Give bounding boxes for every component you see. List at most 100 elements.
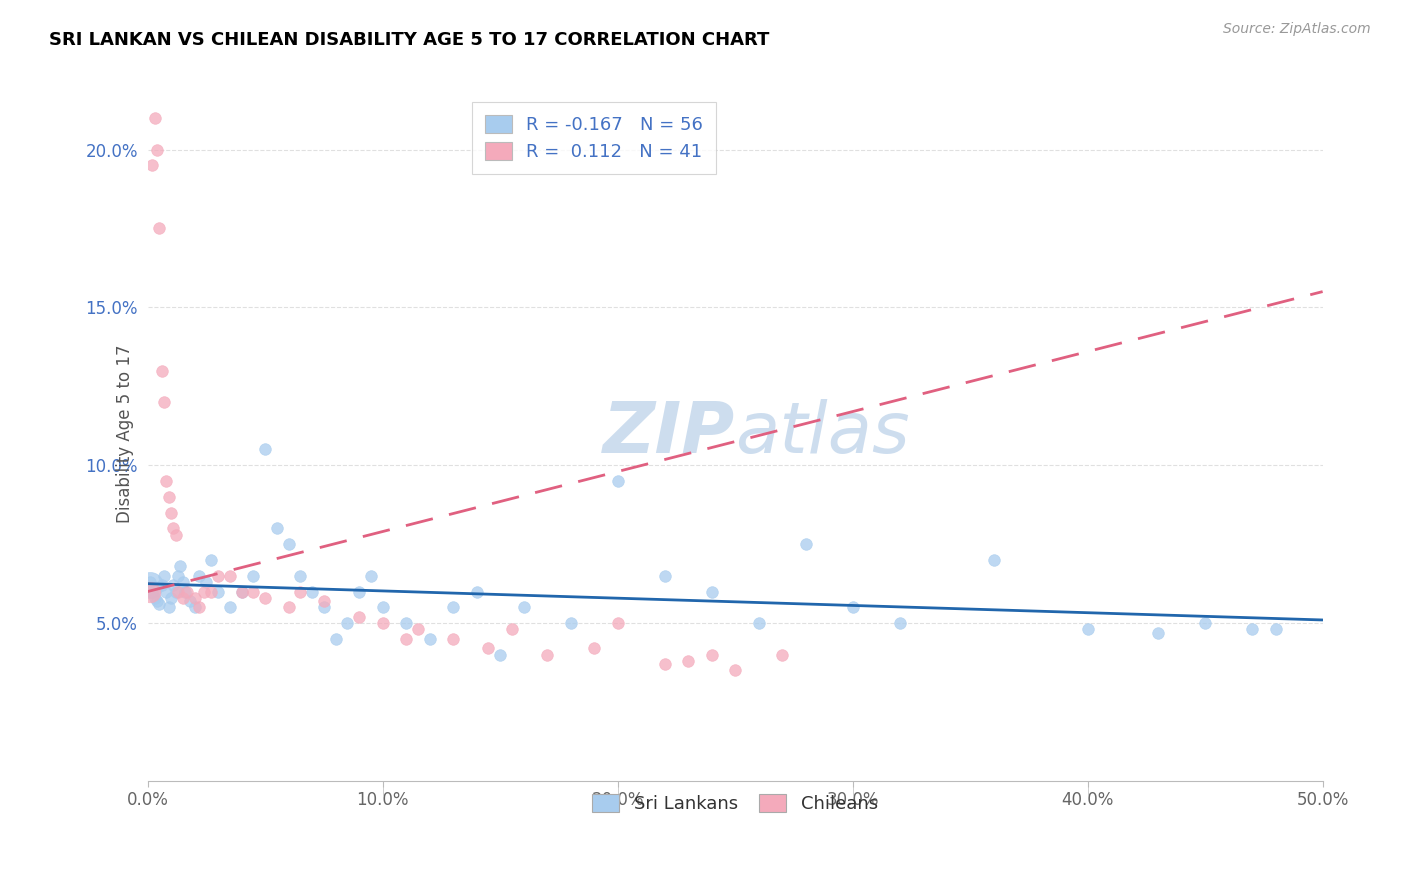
Point — [155, 584, 177, 599]
Point — [153, 395, 176, 409]
Point — [1264, 623, 1286, 637]
Point — [583, 641, 606, 656]
Point — [254, 442, 277, 457]
Point — [371, 600, 394, 615]
Point — [277, 537, 299, 551]
Point — [242, 568, 264, 582]
Point — [155, 474, 177, 488]
Text: SRI LANKAN VS CHILEAN DISABILITY AGE 5 TO 17 CORRELATION CHART: SRI LANKAN VS CHILEAN DISABILITY AGE 5 T… — [49, 31, 769, 49]
Point — [748, 616, 770, 631]
Point — [301, 584, 323, 599]
Point — [312, 594, 335, 608]
Text: atlas: atlas — [735, 400, 910, 468]
Point — [165, 584, 187, 599]
Point — [218, 568, 240, 582]
Point — [277, 600, 299, 615]
Point — [1194, 616, 1216, 631]
Point — [188, 568, 211, 582]
Point — [419, 632, 441, 646]
Point — [312, 600, 335, 615]
Point — [441, 600, 464, 615]
Point — [160, 506, 183, 520]
Point — [153, 568, 176, 582]
Point — [139, 575, 162, 590]
Point — [167, 568, 190, 582]
Point — [512, 600, 534, 615]
Point — [172, 575, 194, 590]
Point — [150, 578, 173, 592]
Point — [654, 568, 676, 582]
Point — [290, 568, 312, 582]
Point — [360, 568, 382, 582]
Point — [169, 559, 191, 574]
Point — [146, 143, 169, 157]
Point — [606, 616, 628, 631]
Point — [325, 632, 347, 646]
Point — [724, 664, 747, 678]
Point — [465, 584, 488, 599]
Point — [395, 632, 418, 646]
Point — [560, 616, 582, 631]
Point — [1147, 625, 1170, 640]
Point — [183, 600, 205, 615]
Point — [148, 221, 170, 235]
Point — [162, 578, 184, 592]
Point — [242, 584, 264, 599]
Point — [143, 111, 166, 125]
Point — [290, 584, 312, 599]
Point — [231, 584, 253, 599]
Point — [347, 584, 370, 599]
Point — [165, 527, 187, 541]
Point — [841, 600, 863, 615]
Point — [1241, 623, 1264, 637]
Point — [536, 648, 558, 662]
Point — [371, 616, 394, 631]
Y-axis label: Disability Age 5 to 17: Disability Age 5 to 17 — [115, 344, 134, 523]
Point — [176, 584, 198, 599]
Point — [207, 584, 229, 599]
Point — [395, 616, 418, 631]
Point — [150, 363, 173, 377]
Point — [146, 594, 169, 608]
Point — [157, 490, 180, 504]
Legend: Sri Lankans, Chileans: Sri Lankans, Chileans — [581, 783, 889, 824]
Point — [489, 648, 512, 662]
Point — [477, 641, 499, 656]
Point — [406, 623, 429, 637]
Point — [654, 657, 676, 672]
Point — [606, 474, 628, 488]
Point — [200, 584, 222, 599]
Point — [700, 648, 723, 662]
Point — [139, 578, 162, 592]
Point — [141, 584, 163, 599]
Point — [1077, 623, 1099, 637]
Point — [139, 584, 162, 599]
Point — [143, 591, 166, 605]
Point — [231, 584, 253, 599]
Point — [179, 594, 201, 608]
Point — [172, 591, 194, 605]
Point — [193, 584, 215, 599]
Point — [254, 591, 277, 605]
Point — [266, 521, 288, 535]
Point — [207, 568, 229, 582]
Text: Source: ZipAtlas.com: Source: ZipAtlas.com — [1223, 22, 1371, 37]
Point — [195, 575, 218, 590]
Point — [160, 591, 183, 605]
Point — [141, 158, 163, 172]
Point — [676, 654, 699, 668]
Point — [174, 584, 197, 599]
Point — [188, 600, 211, 615]
Point — [148, 597, 170, 611]
Point — [336, 616, 359, 631]
Point — [157, 600, 180, 615]
Point — [200, 553, 222, 567]
Point — [162, 521, 184, 535]
Point — [770, 648, 793, 662]
Point — [889, 616, 911, 631]
Point — [983, 553, 1005, 567]
Point — [347, 609, 370, 624]
Text: ZIP: ZIP — [603, 400, 735, 468]
Point — [167, 584, 190, 599]
Point — [700, 584, 723, 599]
